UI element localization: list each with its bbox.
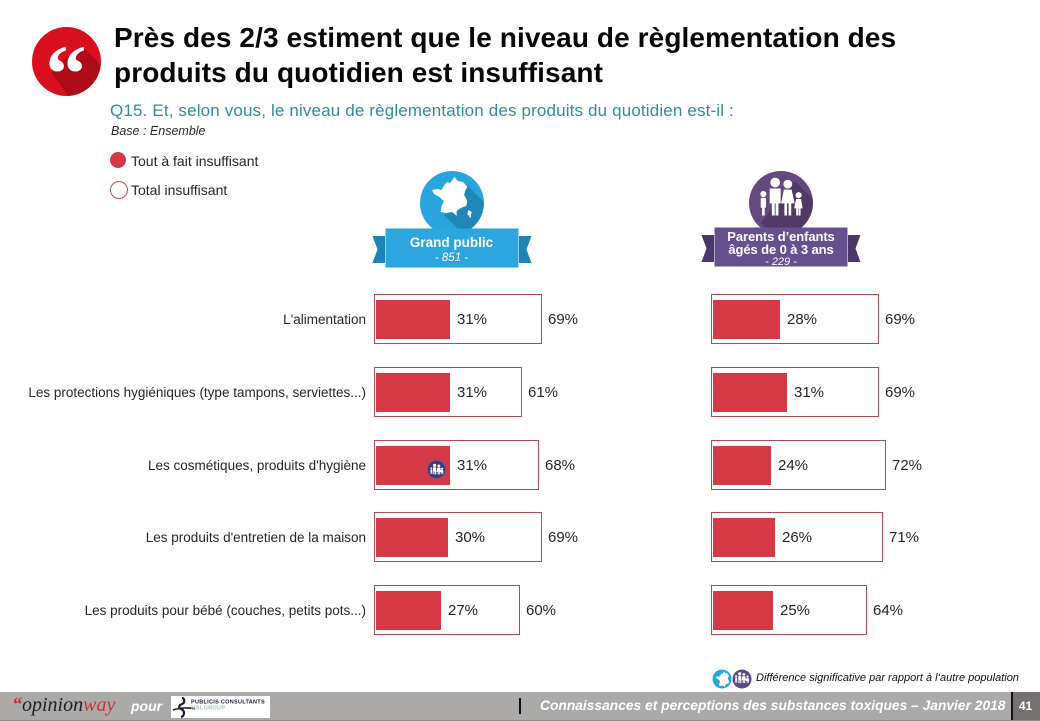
svg-text:MSLGROUP: MSLGROUP [191, 706, 225, 712]
svg-text:“: “ [46, 28, 87, 96]
svg-text:PUBLICIS CONSULTANTS: PUBLICIS CONSULTANTS [191, 700, 265, 706]
